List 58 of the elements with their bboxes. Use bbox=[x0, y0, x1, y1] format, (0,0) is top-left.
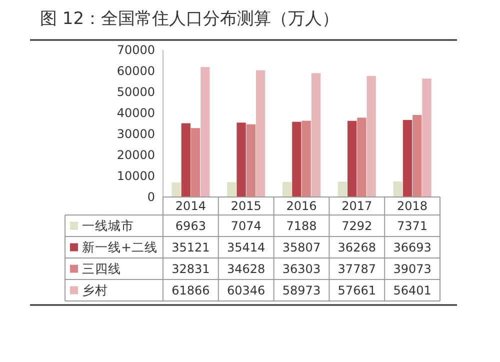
bar bbox=[181, 123, 190, 197]
data-label: 37787 bbox=[338, 262, 376, 276]
data-label: 36268 bbox=[338, 240, 376, 254]
bar bbox=[256, 70, 266, 197]
data-label: 39073 bbox=[393, 262, 432, 276]
bar bbox=[338, 182, 348, 197]
data-label: 57661 bbox=[338, 283, 376, 298]
bar bbox=[282, 182, 292, 197]
y-tick-label: 60000 bbox=[116, 64, 155, 78]
bar bbox=[190, 128, 200, 197]
data-label: 60346 bbox=[227, 283, 266, 298]
x-tick-label: 2018 bbox=[397, 199, 428, 214]
data-label: 35121 bbox=[172, 240, 210, 254]
legend-label: 乡村 bbox=[82, 282, 108, 298]
data-label: 32831 bbox=[172, 262, 210, 276]
x-tick-label: 2016 bbox=[286, 199, 317, 214]
bar bbox=[227, 182, 236, 197]
data-label: 36303 bbox=[282, 262, 321, 276]
bar bbox=[393, 182, 402, 197]
bar bbox=[357, 118, 366, 197]
data-label: 7292 bbox=[342, 218, 372, 233]
data-label: 6963 bbox=[175, 218, 206, 233]
bar bbox=[236, 122, 246, 197]
bar bbox=[302, 120, 311, 197]
bar bbox=[292, 122, 302, 197]
y-tick-label: 0 bbox=[147, 190, 155, 204]
bar bbox=[348, 120, 357, 197]
data-label: 58973 bbox=[282, 283, 321, 298]
y-tick-label: 40000 bbox=[116, 106, 155, 120]
bar bbox=[311, 73, 321, 197]
data-label: 7074 bbox=[230, 218, 262, 233]
bar bbox=[200, 67, 210, 197]
data-label: 35414 bbox=[227, 240, 266, 254]
bar bbox=[422, 78, 432, 197]
x-tick-label: 2015 bbox=[230, 199, 262, 214]
y-tick-label: 70000 bbox=[116, 43, 155, 58]
y-tick-label: 30000 bbox=[116, 127, 155, 142]
bar bbox=[412, 114, 422, 197]
data-label: 7371 bbox=[397, 218, 428, 233]
data-label: 56401 bbox=[393, 283, 432, 298]
legend-label: 三四线 bbox=[82, 261, 121, 276]
y-tick-label: 50000 bbox=[116, 85, 155, 100]
y-tick-label: 20000 bbox=[116, 148, 155, 162]
data-label: 35807 bbox=[282, 240, 321, 254]
legend-label: 新一线+二线 bbox=[82, 240, 158, 255]
bar bbox=[172, 182, 181, 197]
bar bbox=[366, 76, 376, 197]
chart-title: 图 12：全国常住人口分布测算（万人） bbox=[40, 9, 340, 29]
data-label: 36693 bbox=[393, 240, 432, 254]
data-label: 7188 bbox=[286, 218, 317, 233]
data-label: 34628 bbox=[227, 262, 266, 276]
data-label: 61866 bbox=[172, 283, 210, 298]
x-tick-label: 2014 bbox=[175, 199, 206, 214]
x-tick-label: 2017 bbox=[342, 199, 372, 214]
y-tick-label: 10000 bbox=[116, 169, 155, 184]
bar bbox=[246, 124, 256, 197]
bar bbox=[402, 120, 412, 197]
legend-label: 一线城市 bbox=[82, 218, 134, 234]
